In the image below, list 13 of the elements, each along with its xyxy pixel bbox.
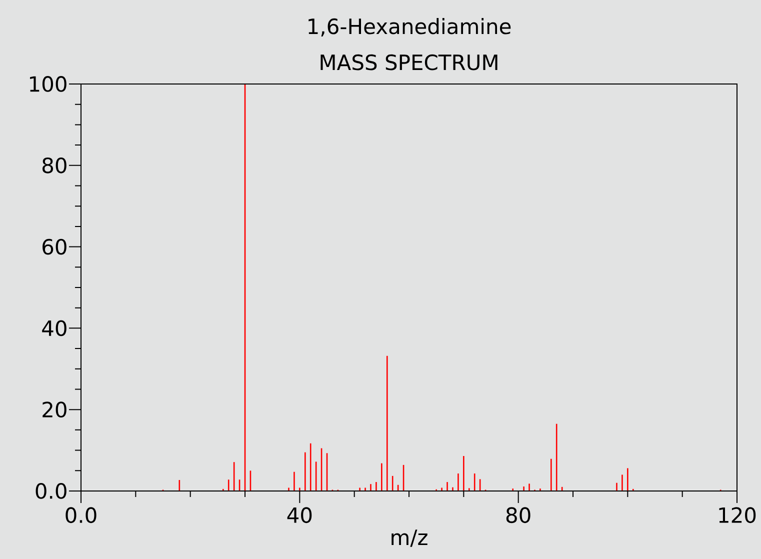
y-tick-label: 100 (30, 76, 66, 92)
x-tick-label: 0.0 (66, 507, 96, 524)
x-tick-label: 40 (287, 507, 312, 524)
y-tick-label: 40 (42, 320, 66, 336)
x-axis-title: m/z (392, 530, 428, 547)
chart-subtitle: MASS SPECTRUM (320, 54, 498, 70)
y-tick-label: 20 (42, 402, 66, 418)
y-tick-label: 80 (42, 157, 66, 174)
y-tick-label: 0.0 (36, 483, 66, 499)
x-tick-label: 120 (719, 507, 756, 524)
chart-title: 1,6-Hexanediamine (308, 18, 511, 36)
x-tick-label: 80 (506, 507, 530, 524)
y-tick-label: 60 (42, 238, 66, 255)
